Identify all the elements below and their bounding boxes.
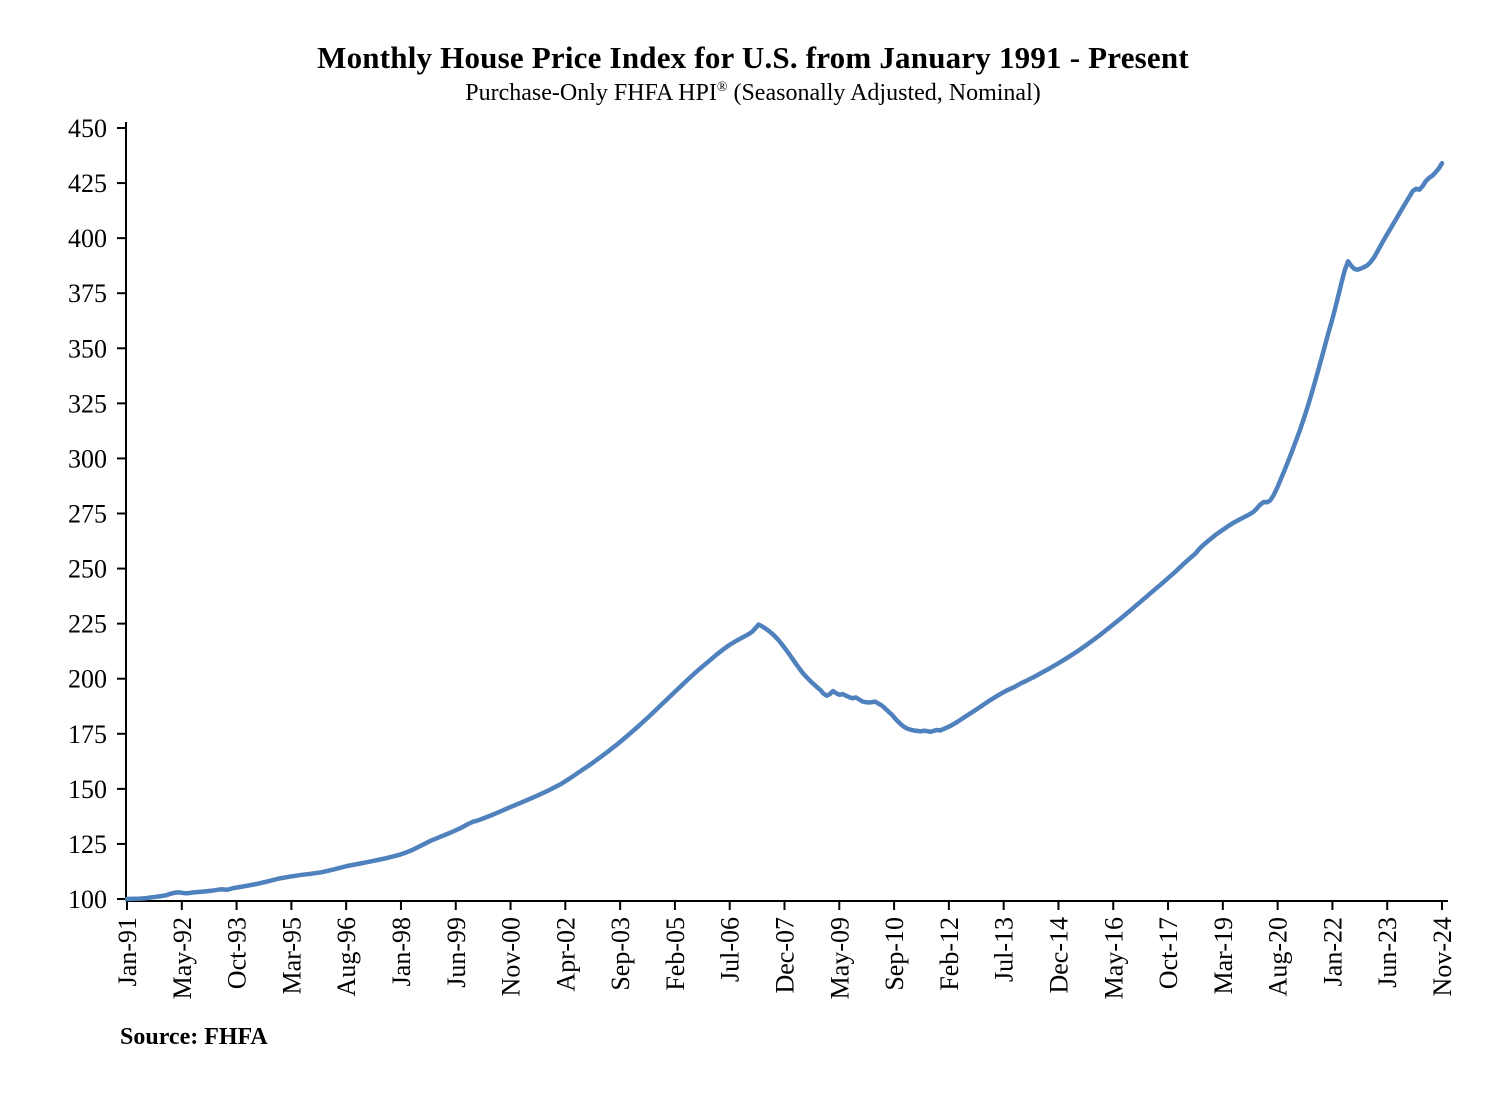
x-tick-label: May-92 bbox=[168, 917, 197, 999]
x-tick-label: Jul-13 bbox=[990, 917, 1019, 982]
x-tick-label: Apr-02 bbox=[551, 917, 580, 992]
x-tick-label: Mar-95 bbox=[277, 917, 306, 994]
registered-trademark-symbol: ® bbox=[716, 80, 728, 95]
y-tick-label: 125 bbox=[68, 830, 107, 859]
y-tick-label: 250 bbox=[68, 555, 107, 584]
y-tick-label: 200 bbox=[68, 665, 107, 694]
x-tick-label: Sep-10 bbox=[880, 917, 909, 991]
x-tick-label: Jun-23 bbox=[1373, 917, 1402, 988]
x-tick-label: May-16 bbox=[1099, 917, 1128, 999]
x-tick-label: Dec-14 bbox=[1044, 917, 1073, 994]
chart-subtitle-suffix: (Seasonally Adjusted, Nominal) bbox=[727, 80, 1041, 106]
y-tick-label: 175 bbox=[68, 720, 107, 749]
x-tick-label: Feb-12 bbox=[935, 917, 964, 991]
y-tick-label: 425 bbox=[68, 169, 107, 198]
chart-subtitle: Purchase-Only FHFA HPI® (Seasonally Adju… bbox=[0, 80, 1506, 107]
x-tick-label: Jan-91 bbox=[113, 917, 142, 986]
x-tick-label: Jun-99 bbox=[442, 917, 471, 988]
y-tick-label: 100 bbox=[68, 885, 107, 914]
x-tick-label: Dec-07 bbox=[771, 917, 800, 994]
x-tick-label: Mar-19 bbox=[1209, 917, 1238, 994]
y-tick-label: 275 bbox=[68, 500, 107, 529]
y-tick-label: 400 bbox=[68, 224, 107, 253]
x-tick-label: Feb-05 bbox=[661, 917, 690, 991]
x-tick-label: Nov-24 bbox=[1428, 917, 1457, 996]
chart-subtitle-text: Purchase-Only FHFA HPI bbox=[465, 80, 717, 106]
x-tick-label: May-09 bbox=[825, 917, 854, 999]
y-tick-label: 225 bbox=[68, 610, 107, 639]
y-tick-label: 300 bbox=[68, 444, 107, 473]
x-tick-label: Oct-17 bbox=[1154, 917, 1183, 989]
source-note: Source: FHFA bbox=[120, 1024, 268, 1050]
y-tick-label: 450 bbox=[68, 114, 107, 143]
chart-title: Monthly House Price Index for U.S. from … bbox=[317, 40, 1189, 75]
x-tick-label: Aug-20 bbox=[1264, 917, 1293, 996]
x-tick-label: Oct-93 bbox=[223, 917, 252, 989]
y-tick-label: 375 bbox=[68, 279, 107, 308]
x-axis-ticks: Jan-91 May-92 Oct-93 Mar-95 Aug-96 Jan-98 Jun-… bbox=[113, 901, 1457, 999]
y-tick-label: 350 bbox=[68, 334, 107, 363]
x-tick-label: Sep-03 bbox=[606, 917, 635, 991]
x-tick-label: Aug-96 bbox=[332, 917, 361, 996]
y-tick-label: 325 bbox=[68, 389, 107, 418]
x-tick-label: Jan-98 bbox=[387, 917, 416, 986]
x-tick-label: Jan-22 bbox=[1318, 917, 1347, 986]
hpi-series-line bbox=[124, 160, 1445, 902]
y-tick-label: 150 bbox=[68, 775, 107, 804]
x-tick-label: Nov-00 bbox=[497, 917, 526, 996]
x-tick-label: Jul-06 bbox=[716, 917, 745, 982]
y-axis-ticks: 100 125 150 175 200 225 250 275 300 325 350 375 400 4… bbox=[68, 114, 126, 914]
